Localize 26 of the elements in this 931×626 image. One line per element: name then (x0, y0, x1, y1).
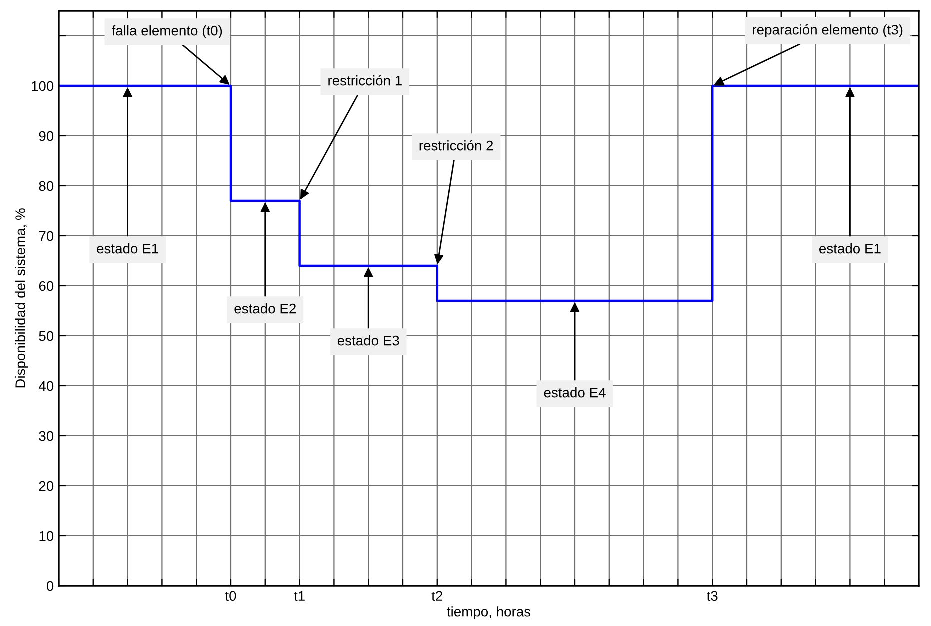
y-tick-label: 50 (39, 331, 54, 342)
annotation: estado E3 (338, 336, 400, 346)
annotation: reparación elemento (t3) (753, 24, 903, 38)
y-tick-label: 0 (46, 581, 54, 592)
x-tick-label: t3 (707, 591, 718, 602)
y-tick-label: 40 (39, 381, 54, 392)
annotation: restricción 2 (420, 140, 494, 151)
y-tick-label: 70 (39, 231, 54, 242)
x-axis-title: tiempo, horas (447, 606, 531, 620)
annotation: falla elemento (t0) (112, 26, 222, 38)
x-tick-label: t1 (294, 591, 305, 602)
x-tick-label: t0 (225, 591, 236, 602)
y-tick-label: 90 (39, 131, 54, 142)
annotation: estado E4 (544, 388, 606, 398)
y-tick-label: 10 (40, 531, 54, 542)
y-axis-title: Disponibilidad del sistema, % (15, 208, 28, 388)
annotation: estado E1 (820, 244, 881, 254)
y-tick-label: 20 (39, 481, 54, 492)
y-tick-label: 30 (39, 431, 54, 442)
annotation: estado E2 (234, 304, 296, 314)
x-tick-label: t2 (432, 591, 442, 602)
y-tick-label: 60 (39, 281, 54, 292)
annotation: estado E1 (97, 244, 158, 254)
y-tick-label: 100 (32, 81, 54, 92)
annotation: restricción 1 (328, 75, 402, 86)
y-tick-label: 80 (39, 181, 54, 192)
